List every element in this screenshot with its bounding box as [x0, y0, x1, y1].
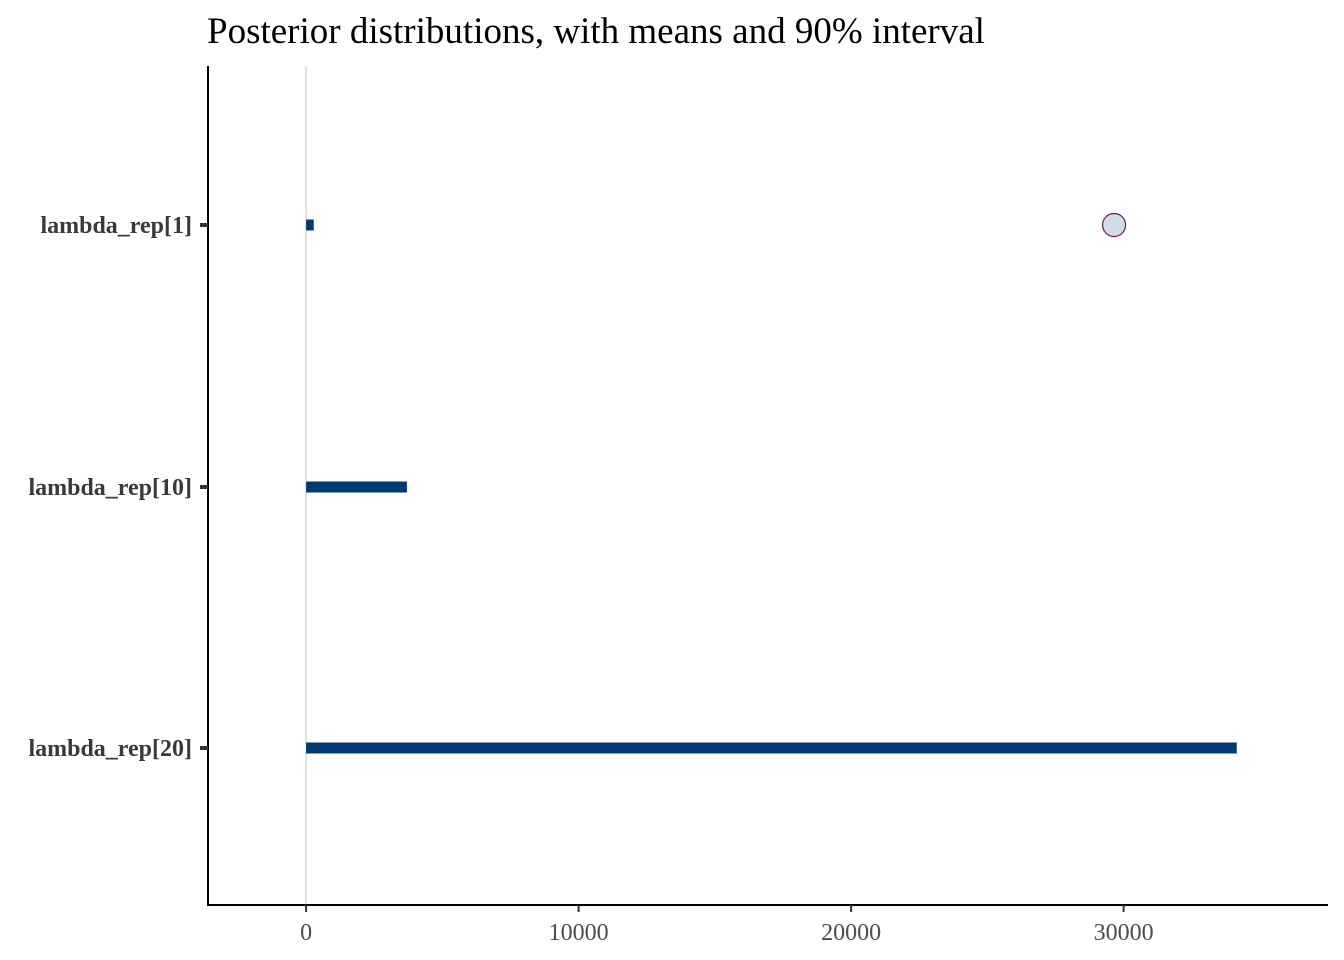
- y-tick-label: lambda_rep[10]: [28, 475, 192, 501]
- y-tick-label: lambda_rep[1]: [40, 213, 192, 239]
- chart-title: Posterior distributions, with means and …: [207, 11, 985, 52]
- interval-marks: [306, 212, 1237, 754]
- axes: [200, 66, 1328, 912]
- y-tick-label: lambda_rep[20]: [28, 736, 192, 762]
- interval-bar: [306, 742, 1237, 754]
- x-tick-label: 20000: [821, 920, 881, 946]
- x-tick-label: 30000: [1094, 920, 1154, 946]
- interval-bar: [306, 481, 407, 493]
- mean-point: [1101, 212, 1127, 238]
- x-tick-label: 0: [300, 920, 312, 946]
- tick-labels: 0 10000 20000 30000 lambda_rep[1] lambda_rep[…: [28, 213, 1153, 946]
- x-tick-label: 10000: [549, 920, 609, 946]
- interval-bar: [306, 219, 314, 231]
